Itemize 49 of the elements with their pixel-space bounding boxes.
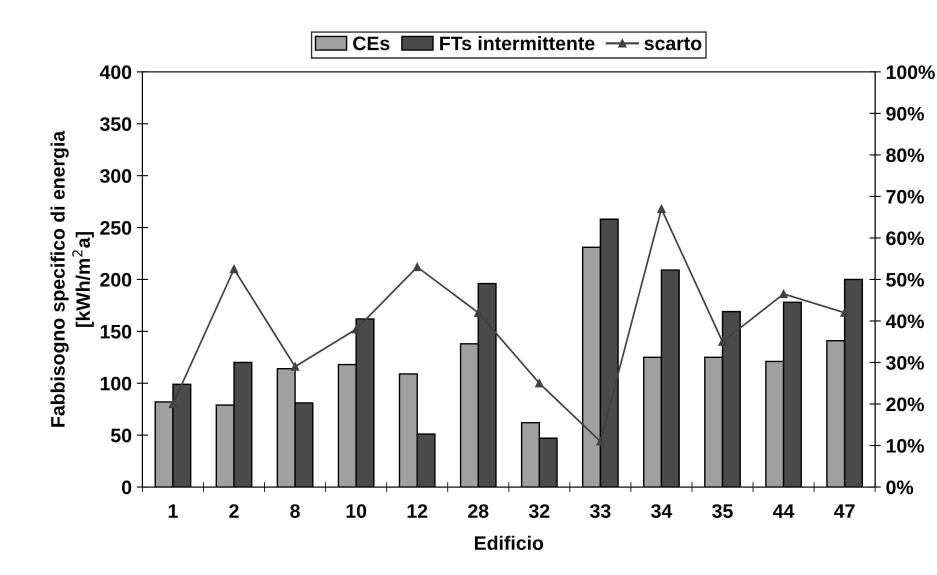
x-tick-label: 8 xyxy=(290,504,300,518)
x-tick-label: 44 xyxy=(773,504,794,518)
x-tick-label: 33 xyxy=(590,504,610,518)
y2-tick-label: 20% xyxy=(886,397,924,412)
x-tick-label: 35 xyxy=(712,504,733,518)
legend-label: CEs xyxy=(353,36,390,50)
x-tick-label: 10 xyxy=(346,504,366,518)
point xyxy=(657,204,666,214)
point xyxy=(168,400,178,408)
y2-tick-label: 50% xyxy=(886,272,924,287)
legend-label: FTs intermittente xyxy=(440,36,594,50)
x-tick-label: 34 xyxy=(651,504,672,518)
x-tick-label: 28 xyxy=(468,504,488,518)
y2-tick-label: 70% xyxy=(886,190,924,204)
y-axis-title: Fabbisogno specifico di energia [kWh/m$^{2}$a] xyxy=(50,130,94,427)
y-tick-label: 0 xyxy=(122,480,132,494)
y-tick-label: 200 xyxy=(100,272,132,287)
x-tick-label: 1 xyxy=(168,504,178,518)
x-axis-title: Edificio xyxy=(474,536,544,550)
y-tick-label: 400 xyxy=(100,65,132,80)
y-tick-label: 150 xyxy=(100,324,132,339)
y-tick-label: 250 xyxy=(100,221,132,235)
y2-tick-label: 60% xyxy=(886,231,924,246)
point xyxy=(413,262,422,272)
y2-tick-label: 100% xyxy=(886,65,935,80)
y2-tick-label: 40% xyxy=(886,314,924,328)
y2-tick-label: 90% xyxy=(886,106,924,121)
y2-tick-label: 10% xyxy=(886,438,924,453)
point xyxy=(718,338,727,346)
point xyxy=(779,290,788,298)
y-tick-label: 300 xyxy=(100,169,132,183)
legend-label: scarto xyxy=(644,37,702,50)
point xyxy=(535,379,544,388)
point xyxy=(596,437,605,446)
point xyxy=(290,362,300,371)
y-tick-label: 350 xyxy=(100,117,132,132)
point xyxy=(840,308,849,317)
y-tick-label: 50 xyxy=(110,428,132,442)
y2-tick-label: 0% xyxy=(886,480,914,494)
x-tick-label: 12 xyxy=(408,504,428,518)
y2-tick-label: 80% xyxy=(886,148,924,162)
y-tick-label: 100 xyxy=(100,376,132,390)
y2-tick-label: 30% xyxy=(886,356,924,370)
x-tick-label: 2 xyxy=(229,504,239,518)
point xyxy=(352,325,360,334)
point xyxy=(230,264,238,274)
point xyxy=(474,308,482,317)
x-tick-label: 47 xyxy=(834,504,855,518)
x-tick-label: 32 xyxy=(528,504,550,518)
